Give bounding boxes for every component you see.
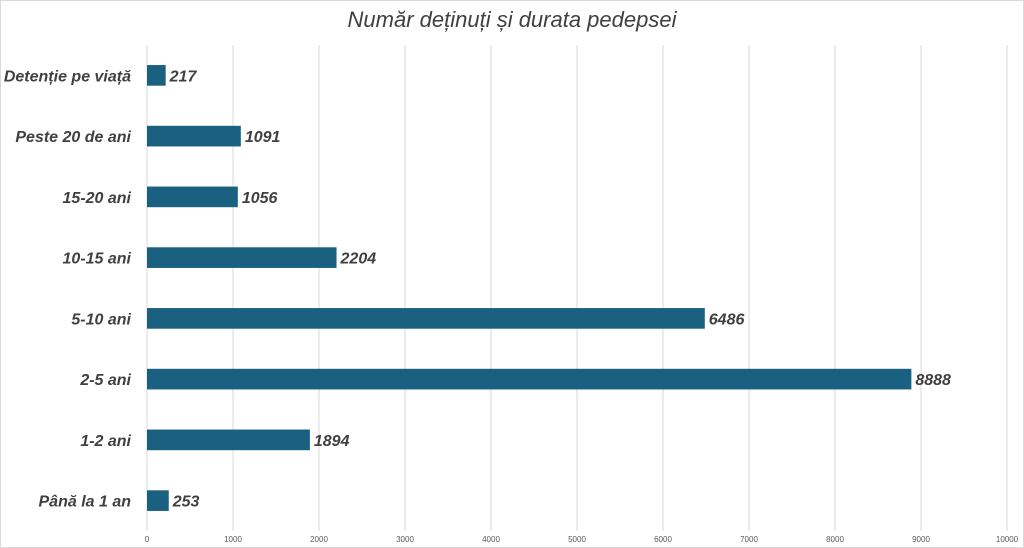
category-label: 1-2 ani <box>80 433 131 450</box>
data-label: 217 <box>169 68 198 85</box>
x-tick-label: 10000 <box>996 535 1019 544</box>
data-label: 6486 <box>709 311 745 328</box>
category-label: Peste 20 de ani <box>15 129 131 146</box>
x-tick-label: 0 <box>145 535 150 544</box>
data-label: 1894 <box>314 433 350 450</box>
category-label: 15-20 ani <box>63 190 132 207</box>
bar <box>147 125 241 147</box>
chart-title: Număr deținuți și durata pedepsei <box>347 7 677 32</box>
bar <box>147 247 337 268</box>
category-label: 10-15 ani <box>63 251 132 268</box>
data-label: 1056 <box>242 190 278 207</box>
bar <box>147 65 166 86</box>
x-tick-label: 1000 <box>224 535 242 544</box>
data-label: 8888 <box>915 372 951 389</box>
bar <box>147 429 310 451</box>
x-tick-label: 4000 <box>482 535 500 544</box>
x-tick-label: 6000 <box>654 535 672 544</box>
data-label: 1091 <box>245 129 281 146</box>
x-tick-label: 7000 <box>740 535 758 544</box>
x-tick-label: 5000 <box>568 535 586 544</box>
bar <box>147 186 238 208</box>
x-tick-label: 8000 <box>826 535 844 544</box>
bar <box>147 490 169 511</box>
category-label: 2-5 ani <box>79 372 131 389</box>
category-label: Detenție pe viață <box>4 68 131 85</box>
x-tick-label: 3000 <box>396 535 414 544</box>
x-tick-label: 9000 <box>912 535 930 544</box>
data-label: 2204 <box>340 251 377 268</box>
data-label: 253 <box>172 494 200 511</box>
bar <box>147 308 705 329</box>
bar <box>147 368 912 390</box>
category-label: Până la 1 an <box>39 494 132 511</box>
category-label: 5-10 ani <box>71 311 131 328</box>
x-tick-label: 2000 <box>310 535 328 544</box>
